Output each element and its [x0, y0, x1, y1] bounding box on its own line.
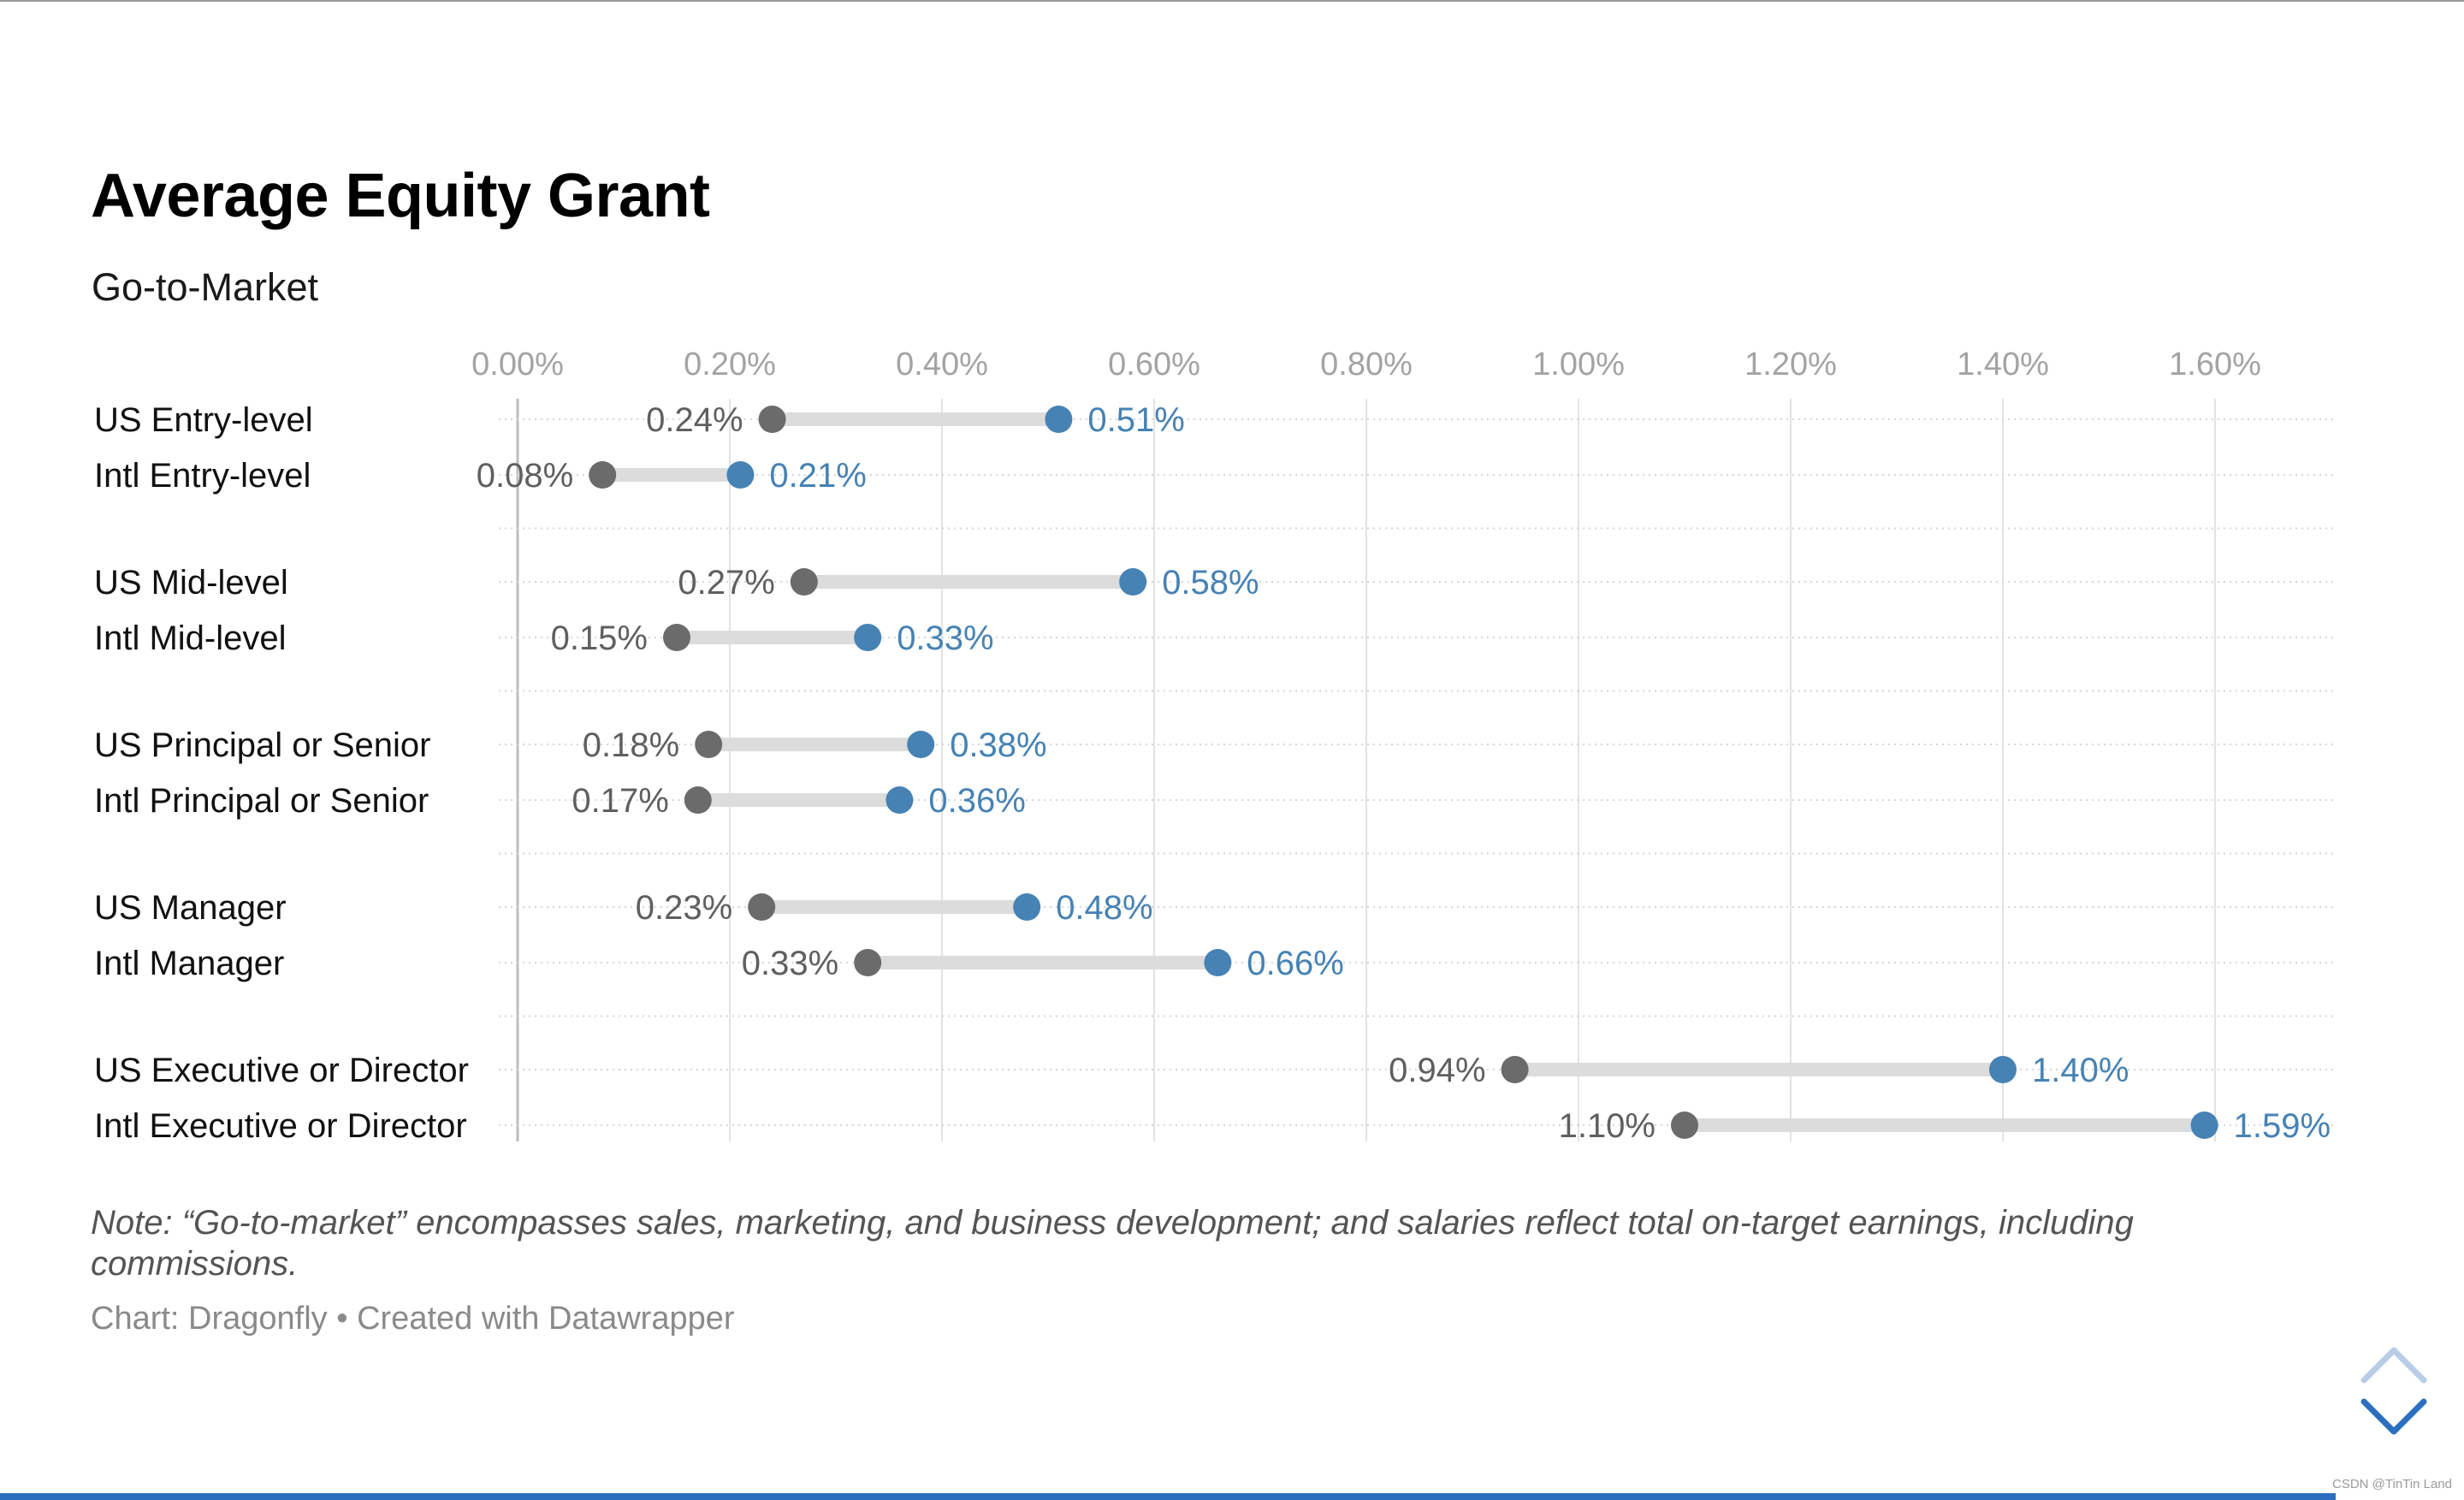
chart-note: Note: “Go-to-market” encompasses sales, … — [91, 1204, 2134, 1283]
high-value-label: 0.48% — [1056, 889, 1152, 927]
low-dot — [854, 949, 882, 976]
x-tick-label: 1.40% — [1957, 347, 2049, 382]
x-tick-label: 0.60% — [1108, 347, 1200, 382]
x-tick-label: 1.00% — [1532, 347, 1625, 382]
low-value-label: 0.18% — [583, 726, 679, 764]
scroll-controls — [2357, 1339, 2431, 1450]
chevron-up-icon[interactable] — [2357, 1339, 2431, 1386]
low-value-label: 0.08% — [477, 457, 573, 495]
low-dot — [589, 461, 617, 489]
row-label: Intl Principal or Senior — [94, 782, 429, 820]
chart-plot: 0.00% 0.20% 0.40% 0.60% 0.80% 1.00% 1.20% 1.40%… — [94, 347, 2337, 1145]
high-value-label: 0.36% — [928, 782, 1025, 820]
x-tick-label: 0.20% — [684, 347, 776, 382]
x-tick-label: 0.00% — [471, 347, 564, 382]
low-value-label: 0.33% — [742, 945, 838, 982]
high-dot — [1119, 568, 1147, 596]
row-label: Intl Entry-level — [94, 457, 311, 495]
high-value-label: 1.59% — [2234, 1107, 2331, 1145]
high-value-label: 1.40% — [2032, 1052, 2129, 1089]
row-label: US Mid-level — [94, 564, 288, 602]
x-tick-label: 1.60% — [2169, 347, 2261, 382]
low-value-label: 0.24% — [646, 401, 743, 439]
bottom-border — [0, 1493, 2336, 1500]
high-dot — [1045, 406, 1073, 433]
high-dot — [907, 731, 935, 758]
chart-subtitle: Go-to-Market — [92, 265, 319, 309]
high-value-label: 0.21% — [769, 457, 866, 495]
low-value-label: 0.94% — [1389, 1052, 1485, 1089]
row-label: US Manager — [94, 889, 287, 927]
x-tick-label: 0.40% — [896, 347, 988, 382]
high-dot — [1204, 949, 1232, 976]
low-value-label: 1.10% — [1559, 1107, 1656, 1145]
low-value-label: 0.17% — [572, 782, 668, 820]
watermark: CSDN @TinTin Land — [2332, 1477, 2452, 1491]
low-dot — [1501, 1056, 1529, 1083]
chart-credit: Chart: Dragonfly • Created with Datawrap… — [91, 1301, 735, 1337]
low-dot — [684, 786, 712, 814]
high-dot — [2190, 1112, 2218, 1139]
low-value-label: 0.15% — [551, 620, 648, 657]
high-value-label: 0.38% — [950, 726, 1046, 764]
low-value-label: 0.27% — [678, 564, 774, 602]
high-value-label: 0.33% — [897, 620, 993, 657]
row-label: Intl Executive or Director — [94, 1107, 467, 1145]
row-label: Intl Mid-level — [94, 620, 287, 657]
low-dot — [758, 406, 786, 433]
high-value-label: 0.58% — [1162, 564, 1259, 602]
row-label: US Executive or Director — [94, 1052, 469, 1089]
low-dot — [748, 893, 776, 921]
high-dot — [854, 624, 882, 651]
high-value-label: 0.66% — [1247, 945, 1343, 982]
low-dot — [1671, 1112, 1698, 1139]
top-border — [0, 0, 2464, 2]
row-label: Intl Manager — [94, 945, 284, 982]
high-value-label: 0.51% — [1087, 401, 1184, 439]
row-label: US Entry-level — [94, 401, 313, 439]
chevron-down-icon[interactable] — [2357, 1395, 2431, 1442]
low-dot — [790, 568, 818, 596]
low-dot — [695, 731, 723, 758]
high-dot — [1013, 893, 1041, 921]
row-label: US Principal or Senior — [94, 726, 431, 764]
low-dot — [663, 624, 690, 651]
chart-title: Average Equity Grant — [91, 162, 710, 230]
x-tick-label: 0.80% — [1320, 347, 1413, 382]
high-dot — [1989, 1056, 2017, 1083]
high-dot — [726, 461, 755, 489]
high-dot — [886, 786, 914, 814]
x-tick-label: 1.20% — [1744, 347, 1837, 382]
low-value-label: 0.23% — [636, 889, 732, 927]
